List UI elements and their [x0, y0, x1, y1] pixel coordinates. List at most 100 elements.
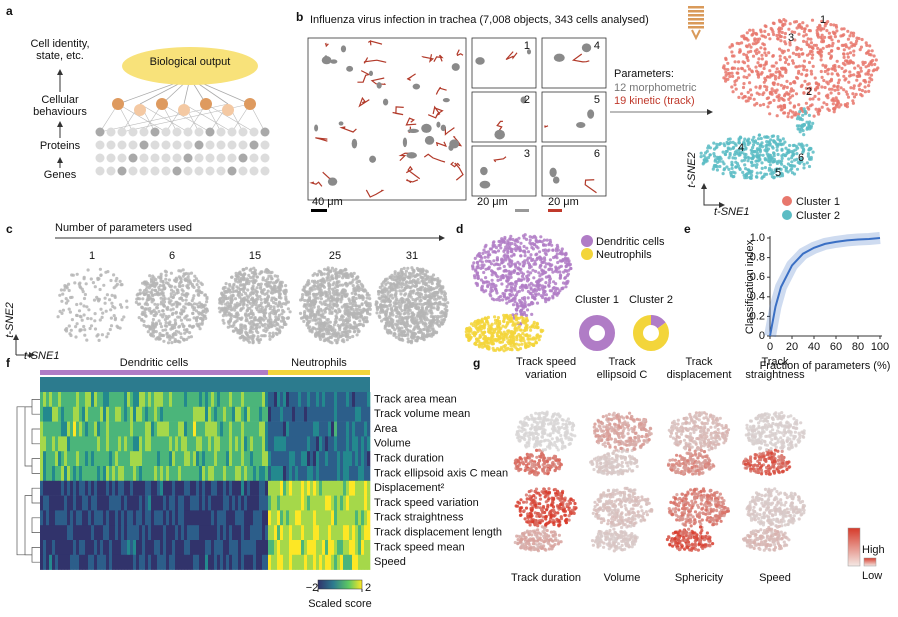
point: [244, 266, 249, 270]
point: [836, 99, 840, 103]
point: [552, 291, 556, 295]
point: [751, 28, 755, 32]
track: [423, 153, 446, 163]
node: [260, 127, 270, 137]
point: [239, 299, 243, 303]
point: [352, 312, 356, 316]
point: [839, 34, 843, 38]
point: [390, 306, 394, 310]
point: [365, 320, 369, 324]
point: [771, 146, 775, 150]
point: [341, 276, 345, 280]
point: [159, 296, 163, 300]
point: [840, 27, 844, 31]
point: [746, 90, 750, 94]
cell: [424, 135, 435, 145]
point: [874, 58, 878, 62]
point: [528, 238, 532, 242]
point: [548, 240, 553, 244]
point: [315, 310, 319, 314]
point: [489, 247, 493, 251]
point: [64, 297, 68, 301]
point: [182, 293, 187, 297]
icon-bar: [688, 22, 704, 25]
point: [318, 317, 322, 321]
parameter-count: 15: [249, 250, 261, 262]
point: [184, 302, 188, 306]
point: [203, 293, 207, 297]
point: [491, 342, 495, 346]
point: [412, 274, 417, 278]
point: [809, 126, 813, 130]
point: [125, 305, 129, 309]
point: [236, 313, 240, 317]
node: [205, 153, 215, 163]
point: [832, 110, 836, 114]
point: [521, 260, 525, 264]
point: [518, 268, 522, 272]
point: [531, 268, 535, 272]
point: [255, 290, 259, 294]
node: [227, 153, 237, 163]
point: [731, 66, 735, 70]
icon-bar: [688, 26, 704, 29]
point: [229, 301, 233, 305]
point: [179, 296, 183, 300]
point: [368, 297, 372, 301]
point: [754, 65, 758, 69]
point: [857, 36, 861, 41]
point: [172, 293, 176, 297]
cell: [382, 98, 389, 106]
point: [736, 76, 741, 80]
point: [192, 302, 197, 306]
point: [538, 265, 542, 269]
point: [303, 285, 307, 289]
point: [224, 282, 228, 286]
point: [382, 280, 386, 284]
point: [742, 75, 746, 79]
point: [242, 267, 246, 272]
point: [285, 300, 289, 304]
point: [95, 334, 99, 338]
point: [741, 96, 745, 100]
point: [737, 138, 741, 142]
point: [399, 267, 404, 272]
point: [778, 167, 782, 171]
point: [507, 269, 511, 273]
point: [368, 304, 372, 308]
point: [830, 44, 834, 48]
point: [779, 108, 783, 112]
point: [699, 155, 703, 159]
point: [315, 331, 319, 335]
point: [277, 328, 281, 332]
point: [154, 330, 158, 334]
point: [416, 278, 420, 282]
point: [268, 331, 272, 335]
point: [185, 314, 189, 318]
point: [473, 256, 477, 260]
point: [269, 318, 273, 322]
point: [791, 110, 795, 114]
point: [794, 92, 799, 96]
point: [266, 324, 271, 328]
point: [713, 154, 717, 158]
point: [502, 294, 506, 298]
point: [778, 20, 782, 24]
point: [724, 79, 728, 83]
point: [863, 78, 867, 83]
parameter-count: 25: [329, 250, 341, 262]
point: [755, 155, 759, 159]
point: [269, 271, 273, 275]
point: [93, 327, 98, 331]
point: [80, 318, 84, 322]
point: [322, 280, 327, 284]
point: [365, 310, 369, 314]
point: [320, 271, 324, 276]
point: [79, 315, 83, 319]
point: [529, 253, 533, 257]
point: [254, 306, 258, 310]
legend-label: Cluster 2: [796, 210, 840, 222]
point: [849, 86, 853, 90]
point: [340, 297, 344, 301]
point: [805, 161, 809, 165]
